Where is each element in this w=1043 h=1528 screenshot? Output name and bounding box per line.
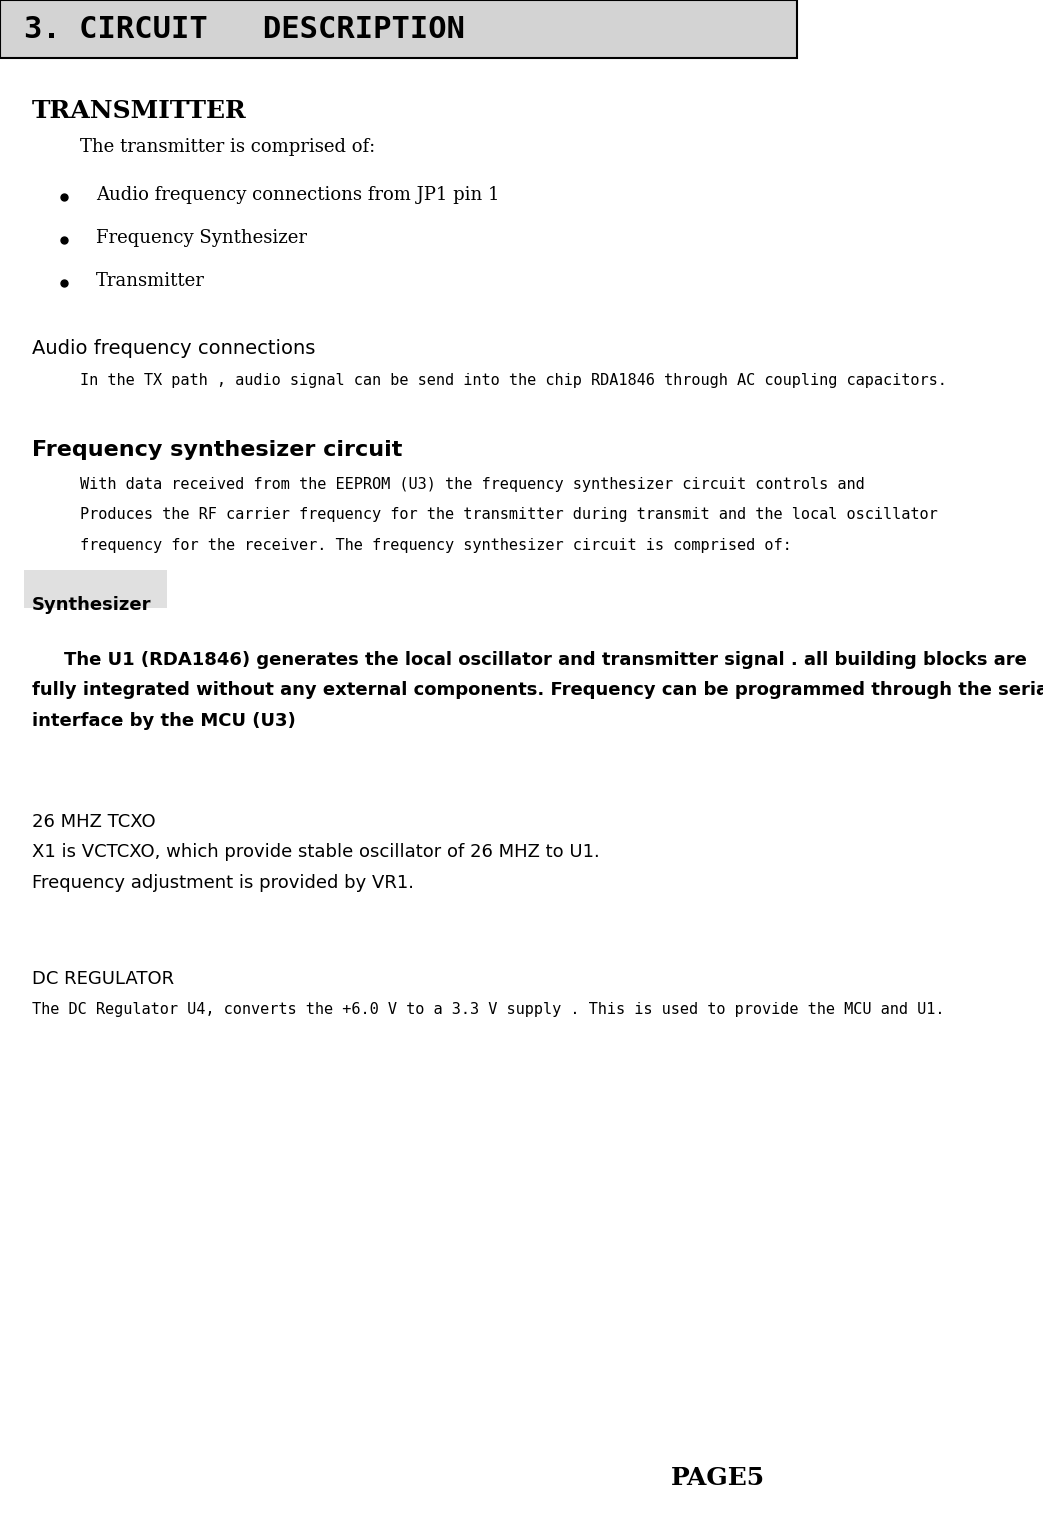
Text: Produces the RF carrier frequency for the transmitter during transmit and the lo: Produces the RF carrier frequency for th… — [79, 507, 938, 523]
Text: The DC Regulator U4, converts the +6.0 V to a 3.3 V supply . This is used to pro: The DC Regulator U4, converts the +6.0 V… — [32, 1002, 944, 1018]
Text: frequency for the receiver. The frequency synthesizer circuit is comprised of:: frequency for the receiver. The frequenc… — [79, 538, 792, 553]
Text: Frequency Synthesizer: Frequency Synthesizer — [96, 229, 307, 248]
FancyBboxPatch shape — [0, 0, 797, 58]
Text: X1 is VCTCXO, which provide stable oscillator of 26 MHZ to U1.: X1 is VCTCXO, which provide stable oscil… — [32, 843, 600, 862]
Text: In the TX path , audio signal can be send into the chip RDA1846 through AC coupl: In the TX path , audio signal can be sen… — [79, 373, 947, 388]
Text: With data received from the EEPROM (U3) the frequency synthesizer circuit contro: With data received from the EEPROM (U3) … — [79, 477, 865, 492]
Text: Audio frequency connections: Audio frequency connections — [32, 339, 315, 358]
Text: Frequency adjustment is provided by VR1.: Frequency adjustment is provided by VR1. — [32, 874, 414, 892]
Text: fully integrated without any external components. Frequency can be programmed th: fully integrated without any external co… — [32, 681, 1043, 700]
Text: Frequency synthesizer circuit: Frequency synthesizer circuit — [32, 440, 403, 460]
Text: 3. CIRCUIT   DESCRIPTION: 3. CIRCUIT DESCRIPTION — [24, 15, 465, 43]
Text: Audio frequency connections from JP1 pin 1: Audio frequency connections from JP1 pin… — [96, 186, 500, 205]
FancyBboxPatch shape — [24, 570, 167, 608]
Text: 26 MHZ TCXO: 26 MHZ TCXO — [32, 813, 155, 831]
Text: PAGE5: PAGE5 — [671, 1465, 765, 1490]
Text: interface by the MCU (U3): interface by the MCU (U3) — [32, 712, 295, 730]
Text: Synthesizer: Synthesizer — [32, 596, 151, 614]
Text: The transmitter is comprised of:: The transmitter is comprised of: — [79, 138, 374, 156]
Text: The U1 (RDA1846) generates the local oscillator and transmitter signal . all bui: The U1 (RDA1846) generates the local osc… — [64, 651, 1026, 669]
Text: TRANSMITTER: TRANSMITTER — [32, 99, 246, 124]
Text: Transmitter: Transmitter — [96, 272, 204, 290]
Text: DC REGULATOR: DC REGULATOR — [32, 970, 174, 989]
